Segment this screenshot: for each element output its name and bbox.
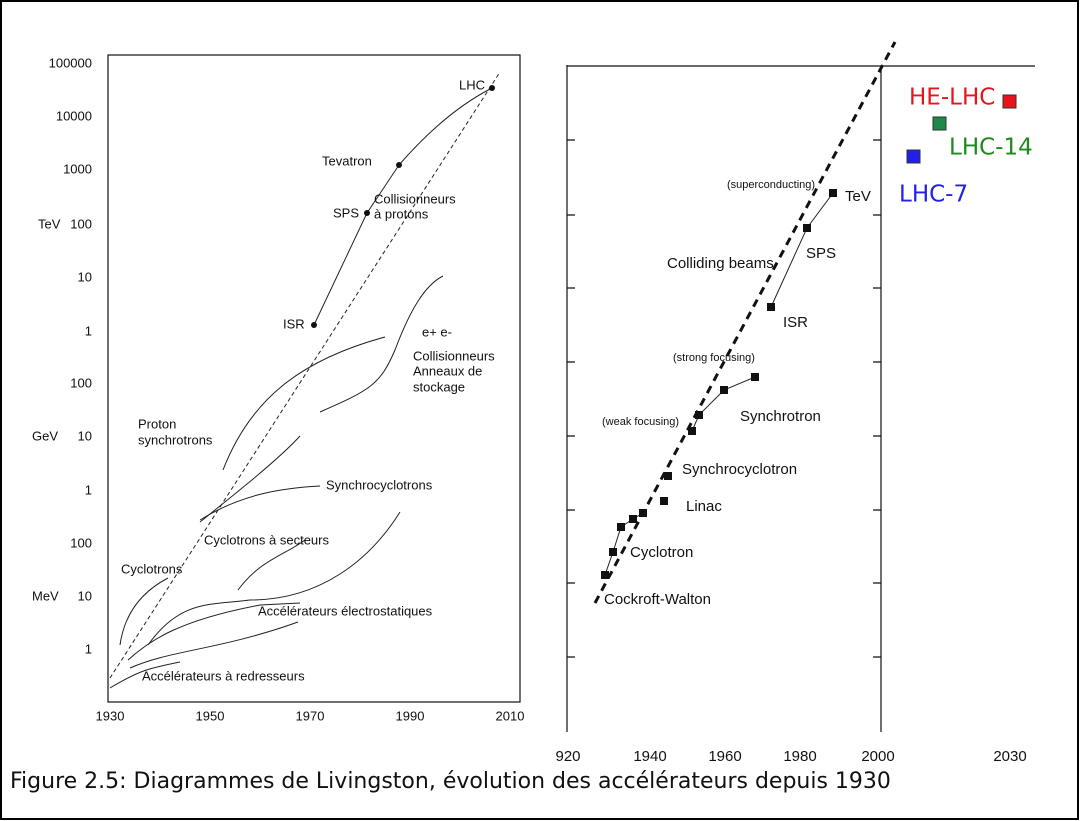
caption: Figure 2.5: Diagrammes de Livingston, év… (10, 769, 891, 794)
y-tick-label: 10 (78, 588, 92, 603)
y-tick-label: 1 (85, 641, 92, 656)
y-tick-label: 100 (70, 375, 92, 390)
annotation: e+ e- (422, 324, 452, 339)
points (601, 189, 837, 579)
y-tick-label: 100 (70, 535, 92, 550)
point (396, 162, 402, 168)
plot-frame (107, 54, 521, 703)
annotation: Cyclotrons à secteurs (204, 532, 329, 547)
x-tick-label: 1960 (708, 748, 741, 765)
y-tick-label: 10 (78, 269, 92, 284)
x-tick-label: 1930 (96, 708, 125, 723)
annotation: à protons (374, 206, 429, 221)
curve (237, 539, 306, 591)
point (364, 210, 370, 216)
lhc7-label: LHC-7 (899, 182, 968, 208)
right-plot: 920 1940 1960 1980 2000 2030 (supercondu… (555, 41, 1035, 765)
unit-label: GeV (32, 428, 58, 443)
annotation: stockage (413, 379, 465, 394)
annotation: Linac (686, 498, 722, 515)
lhc7-marker (906, 149, 921, 164)
annotation: LHC (459, 77, 485, 92)
annotation: Cyclotrons (121, 561, 183, 576)
annotation: Synchrocyclotrons (326, 477, 433, 492)
x-tick-label: 1990 (396, 708, 425, 723)
he-lhc-label: HE-LHC (909, 85, 995, 111)
x-tick-label: 1950 (196, 708, 225, 723)
annotation: Anneaux de (413, 363, 482, 378)
left-plot: 100000 10000 1000 100 10 1 100 10 1 100 … (32, 54, 525, 723)
annotation: Accélérateurs électrostatiques (258, 603, 433, 618)
curve (127, 602, 301, 661)
trend-line (109, 71, 501, 679)
y-tick-label: 1000 (63, 161, 92, 176)
annotation: TeV (845, 188, 871, 205)
annotation: Cyclotron (630, 544, 693, 561)
curve (109, 661, 181, 689)
annotation: SPS (333, 205, 359, 220)
tick-marks (567, 139, 881, 658)
y-tick-label: 1 (85, 323, 92, 338)
x-tick-label: 920 (555, 748, 580, 765)
y-tick-label: 100 (70, 216, 92, 231)
curve (222, 336, 386, 471)
annotation: Colliding beams (667, 255, 774, 272)
y-tick-label: 1 (85, 482, 92, 497)
annotation: Synchrotron (740, 408, 821, 425)
curve (119, 577, 169, 646)
y-tick-label: 100000 (49, 55, 92, 70)
annotation: Cockroft-Walton (604, 591, 711, 608)
curve (319, 275, 444, 413)
annotation: (weak focusing) (602, 416, 679, 428)
annotation: Synchrocyclotron (682, 461, 797, 478)
annotation: Collisionneurs (413, 348, 495, 363)
annotation: Accélérateurs à redresseurs (142, 668, 305, 683)
annotation: synchrotrons (138, 432, 213, 447)
x-tick-label: 1970 (296, 708, 325, 723)
annotation: (superconducting) (727, 179, 815, 191)
x-tick-label: 1940 (633, 748, 666, 765)
annotation: ISR (783, 314, 808, 331)
curve (129, 621, 299, 669)
lhc14-label: LHC-14 (949, 135, 1033, 161)
curve (147, 511, 401, 646)
he-lhc-marker (1002, 94, 1017, 109)
x-tick-label: 2010 (496, 708, 525, 723)
y-tick-label: 10000 (56, 108, 92, 123)
y-tick-label: 10 (78, 428, 92, 443)
annotation: SPS (806, 245, 836, 262)
annotation: ISR (283, 316, 305, 331)
x-tick-label: 1980 (783, 748, 816, 765)
curve (199, 435, 301, 523)
unit-label: TeV (38, 216, 61, 231)
lhc14-marker (932, 116, 947, 131)
annotation: (strong focusing) (673, 352, 755, 364)
annotation: Collisionneurs (374, 191, 456, 206)
connector (691, 376, 756, 432)
point (311, 322, 317, 328)
x-tick-label: 2030 (993, 748, 1026, 765)
annotation: Proton (138, 416, 176, 431)
point (489, 85, 495, 91)
curve (199, 485, 321, 521)
annotation: Tevatron (322, 153, 372, 168)
x-tick-label: 2000 (861, 748, 894, 765)
unit-label: MeV (32, 588, 59, 603)
